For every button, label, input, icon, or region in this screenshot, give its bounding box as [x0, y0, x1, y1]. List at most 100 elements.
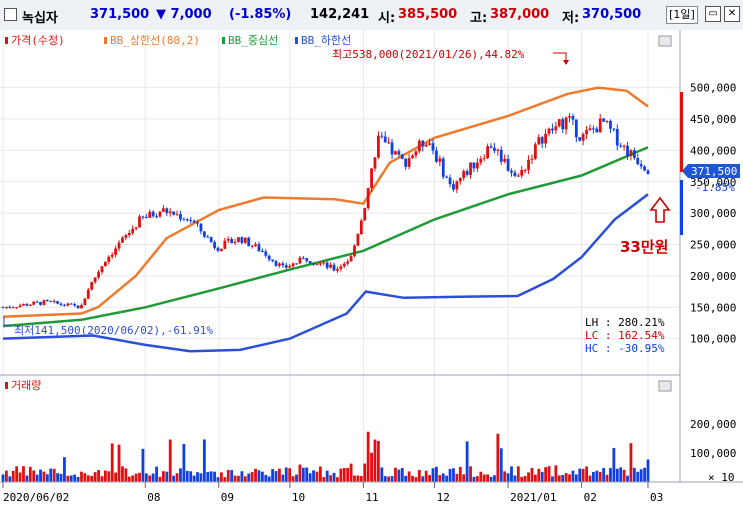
- candle-body: [602, 118, 606, 122]
- volume-bar: [73, 474, 77, 482]
- volume-bar: [288, 468, 292, 482]
- volume-bar: [308, 473, 312, 482]
- volume-bar: [165, 471, 169, 482]
- volume-bar: [18, 472, 22, 482]
- volume-bar: [322, 477, 326, 482]
- candle-body: [363, 207, 367, 221]
- volume-bar: [220, 472, 223, 482]
- volume-bar: [83, 473, 87, 482]
- bb-upper-line: [2, 86, 649, 318]
- candle-body: [5, 306, 8, 308]
- candles: [1, 113, 650, 310]
- volume-bar: [182, 443, 186, 482]
- volume-bar: [127, 476, 131, 482]
- up-arrow-icon: [649, 196, 671, 223]
- candle-body: [458, 177, 462, 182]
- y-tick-label: 150,000: [690, 301, 736, 314]
- volume-bar: [124, 468, 128, 482]
- candle-body: [387, 142, 391, 144]
- volume-bar: [144, 473, 148, 482]
- volume-bar: [202, 439, 206, 482]
- scroll-volume-button[interactable]: [658, 380, 672, 392]
- candle-body: [52, 301, 56, 303]
- volume-bar: [69, 475, 73, 482]
- volume-bar: [223, 477, 227, 482]
- volume-bar: [503, 471, 507, 482]
- volume-bar: [1, 474, 5, 482]
- volume-bar: [547, 466, 551, 482]
- candle-body: [513, 172, 517, 177]
- candle-body: [110, 254, 114, 257]
- close-icon[interactable]: ✕: [724, 6, 740, 22]
- candle-body: [578, 137, 582, 141]
- volume-bar: [336, 477, 339, 482]
- candle-body: [516, 175, 520, 177]
- candle-body: [452, 184, 455, 190]
- candle-body: [472, 162, 476, 169]
- candle-body: [390, 142, 394, 155]
- candle-body: [39, 301, 42, 305]
- volume-bar: [588, 475, 592, 482]
- volume-bar: [544, 467, 548, 482]
- candle-body: [537, 137, 541, 145]
- candle-body: [15, 307, 19, 309]
- volume-bar: [216, 477, 220, 482]
- volume-bar: [332, 472, 336, 482]
- volume-bar: [213, 471, 216, 482]
- candle-body: [581, 134, 585, 141]
- x-tick-label: 2020/06/02: [3, 491, 69, 504]
- volume-bar: [161, 471, 165, 482]
- volume-bar: [428, 475, 431, 482]
- candle-body: [465, 171, 469, 175]
- candle-body: [117, 242, 121, 249]
- candle-body: [192, 220, 196, 223]
- volume-bar: [554, 465, 558, 482]
- scroll-top-button[interactable]: [658, 35, 672, 47]
- volume-bar: [448, 468, 452, 482]
- volume-bar: [342, 468, 346, 482]
- candle-body: [206, 236, 210, 238]
- candle-body: [622, 145, 626, 147]
- candle-body: [636, 158, 640, 165]
- volume-bar: [298, 464, 302, 482]
- candle-body: [564, 117, 568, 130]
- volume-bar: [90, 475, 94, 482]
- candle-body: [97, 272, 100, 278]
- candle-body: [93, 277, 97, 282]
- candle-body: [493, 147, 496, 151]
- candle-body: [257, 244, 261, 252]
- candle-body: [138, 216, 141, 228]
- volume-bar: [376, 440, 380, 482]
- volume-bar: [585, 466, 588, 482]
- candle-body: [254, 244, 257, 246]
- candle-body: [445, 176, 449, 178]
- volume-bar: [643, 467, 646, 482]
- volume-bar: [59, 473, 63, 482]
- candle-body: [400, 154, 404, 159]
- volume-bar: [230, 470, 234, 482]
- volume-bar: [243, 476, 247, 482]
- volume-bar: [387, 476, 391, 482]
- trade-volume: 142,241: [310, 7, 370, 22]
- candle-body: [407, 158, 411, 167]
- x-tick-label: 10: [292, 491, 305, 504]
- candle-body: [73, 303, 77, 306]
- candle-body: [1, 307, 5, 309]
- candle-body: [25, 304, 29, 306]
- candle-body: [155, 216, 158, 218]
- volume-bar: [97, 470, 100, 482]
- candle-body: [438, 158, 442, 162]
- period-selector[interactable]: [1일]: [666, 6, 698, 24]
- select-checkbox[interactable]: [4, 8, 17, 21]
- candle-body: [148, 211, 152, 218]
- candle-body: [356, 234, 360, 246]
- volume-bar: [540, 471, 544, 482]
- candle-body: [544, 133, 548, 144]
- candle-body: [397, 151, 401, 155]
- candle-body: [199, 223, 203, 232]
- volume-bar: [626, 475, 629, 482]
- candle-body: [250, 245, 254, 247]
- current-price-tag-label: 371,500: [691, 165, 737, 178]
- minimize-icon[interactable]: ▭: [705, 6, 721, 22]
- high-label: 고:: [470, 11, 488, 26]
